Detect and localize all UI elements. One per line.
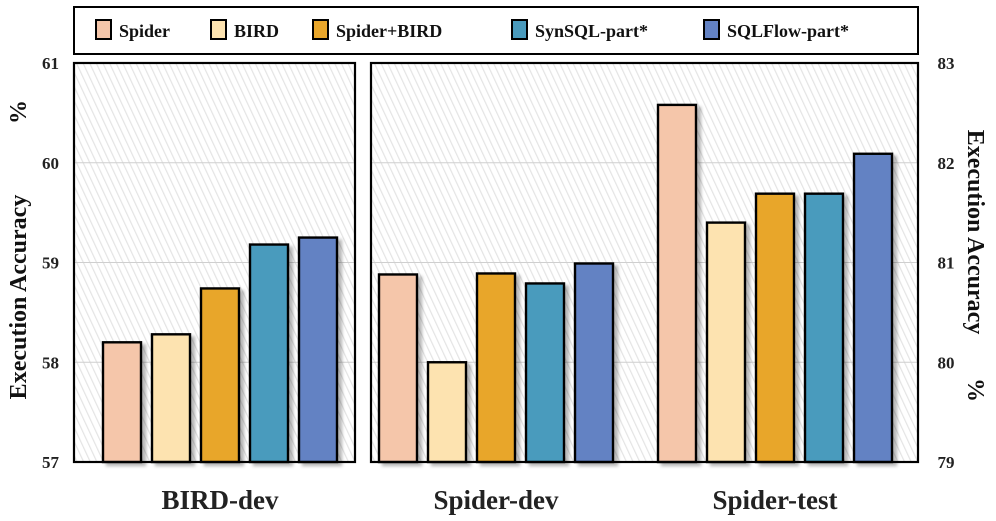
legend-label-0: Spider — [119, 21, 170, 41]
legend-swatch-2 — [312, 19, 329, 40]
bar-spider-test-spider-bird — [754, 192, 796, 464]
bar-bird-dev-bird — [150, 333, 192, 464]
ytick-label-1-2: 81 — [938, 254, 955, 273]
bar-spider-dev-sqlflow-part- — [573, 262, 615, 464]
xcategory-label-spider-test: Spider-test — [713, 485, 838, 515]
bar-bird-dev-spider — [101, 341, 143, 464]
bar-spider-test-bird — [705, 221, 747, 464]
bar-spider-test-sqlflow-part- — [852, 152, 894, 464]
ytick-label-0-4: 61 — [42, 54, 59, 73]
ytick-label-1-1: 80 — [938, 353, 955, 372]
bar-spider-dev-spider — [377, 273, 419, 464]
ytick-label-1-0: 79 — [938, 453, 955, 472]
panel-right-frame — [369, 61, 920, 464]
bar-bird-dev-sqlflow-part- — [297, 236, 339, 464]
legend-swatch-3 — [511, 19, 528, 40]
bar-spider-dev-synsql-part- — [524, 282, 566, 464]
bar-spider-test-synsql-part- — [803, 192, 845, 464]
bar-spider-test-spider — [656, 103, 698, 464]
legend-label-4: SQLFlow-part* — [727, 21, 849, 41]
right-ylabel-unit: % — [962, 378, 988, 402]
xcategory-label-bird-dev: BIRD-dev — [161, 485, 279, 515]
ytick-label-0-0: 57 — [42, 453, 60, 472]
legend: Spider BIRD Spider+BIRD SynSQL-part* SQLFlow… — [73, 6, 919, 55]
legend-label-2: Spider+BIRD — [336, 21, 442, 41]
left-ylabel-text: Execution Accuracy — [6, 195, 32, 400]
ytick-label-0-2: 59 — [42, 254, 59, 273]
ytick-label-0-3: 60 — [42, 154, 59, 173]
ytick-label-1-3: 82 — [938, 154, 955, 173]
legend-swatch-4 — [703, 19, 720, 40]
bar-spider-dev-spider-bird — [475, 272, 517, 464]
bar-bird-dev-synsql-part- — [248, 243, 290, 464]
ytick-label-1-4: 83 — [938, 54, 955, 73]
bar-bird-dev-spider-bird — [199, 287, 241, 464]
panel-left-frame — [72, 61, 357, 464]
left-ylabel: Execution Accuracy % — [6, 100, 32, 399]
legend-label-3: SynSQL-part* — [535, 21, 648, 41]
legend-swatch-0 — [95, 19, 112, 40]
legend-label-1: BIRD — [234, 21, 279, 41]
legend-swatch-1 — [210, 19, 227, 40]
left-ylabel-unit: % — [6, 100, 32, 124]
xcategory-label-spider-dev: Spider-dev — [433, 485, 559, 515]
ytick-label-0-1: 58 — [42, 353, 59, 372]
bar-spider-dev-bird — [426, 361, 468, 464]
right-ylabel-text: Execution Accuracy — [962, 130, 988, 335]
right-ylabel: Execution Accuracy % — [962, 130, 988, 402]
